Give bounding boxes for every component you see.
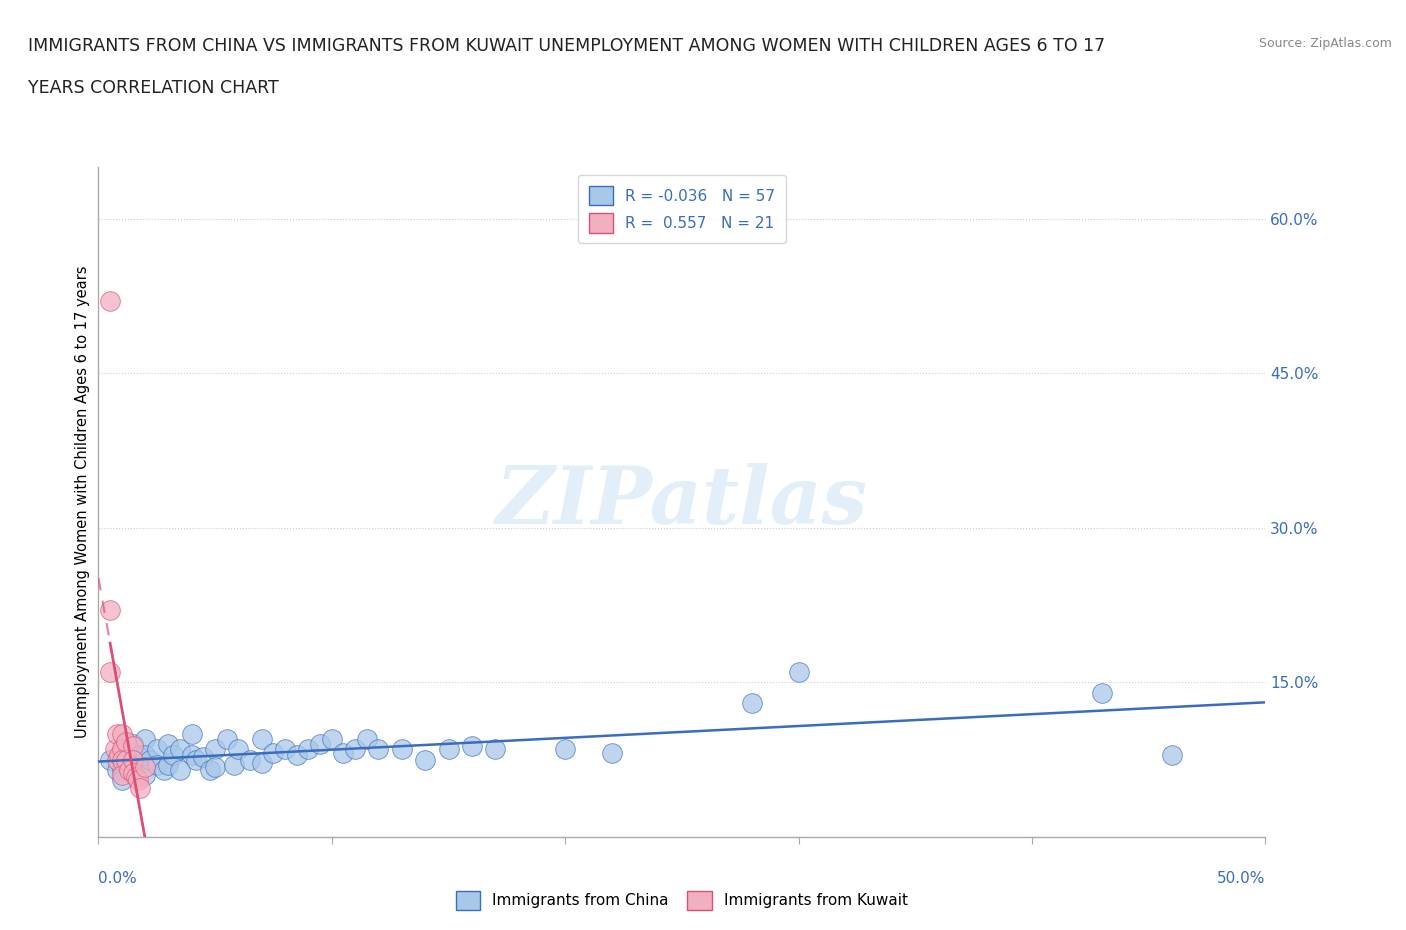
Point (152, 763, 174, 777)
Point (204, 742, 226, 757)
Point (554, 742, 576, 757)
Text: 50.0%: 50.0% (1218, 871, 1265, 886)
Point (98, 603, 121, 618)
Point (122, 737, 145, 751)
Point (111, 742, 134, 757)
Point (122, 763, 145, 777)
Point (111, 768, 134, 783)
Point (111, 752, 134, 767)
Text: IMMIGRANTS FROM CHINA VS IMMIGRANTS FROM KUWAIT UNEMPLOYMENT AMONG WOMEN WITH CH: IMMIGRANTS FROM CHINA VS IMMIGRANTS FROM… (28, 37, 1105, 55)
Point (239, 752, 262, 767)
Point (741, 696, 763, 711)
Point (129, 780, 152, 795)
Point (413, 752, 436, 767)
Text: YEARS CORRELATION CHART: YEARS CORRELATION CHART (28, 79, 278, 97)
Point (122, 752, 145, 767)
Point (98, 294, 121, 309)
Point (222, 757, 245, 772)
Point (180, 726, 202, 741)
Point (134, 760, 156, 775)
Point (600, 745, 623, 760)
Point (105, 763, 128, 777)
Point (111, 773, 134, 788)
Point (157, 737, 180, 751)
Point (157, 757, 180, 772)
Point (139, 752, 162, 767)
Point (105, 726, 128, 741)
Point (180, 747, 202, 762)
Point (98, 665, 121, 680)
Point (391, 742, 413, 757)
Point (250, 732, 273, 747)
Point (367, 742, 389, 757)
Point (297, 742, 319, 757)
Point (200, 763, 222, 777)
Point (215, 732, 238, 747)
Point (122, 765, 145, 780)
Point (98, 752, 121, 767)
Point (134, 747, 156, 762)
Point (122, 752, 145, 767)
Point (146, 757, 169, 772)
Point (461, 739, 484, 754)
Point (204, 760, 226, 775)
Text: ZIPatlas: ZIPatlas (496, 463, 868, 541)
Point (111, 763, 134, 777)
Point (169, 763, 191, 777)
Point (118, 763, 141, 777)
Point (321, 732, 343, 747)
Point (129, 747, 152, 762)
Point (1161, 747, 1184, 762)
Point (262, 745, 284, 760)
Point (108, 747, 131, 762)
Point (162, 747, 184, 762)
Point (250, 755, 273, 770)
Point (285, 747, 308, 762)
Point (787, 665, 810, 680)
Point (356, 732, 378, 747)
Point (105, 752, 128, 767)
Point (127, 773, 149, 788)
Point (1091, 685, 1114, 700)
Text: Source: ZipAtlas.com: Source: ZipAtlas.com (1258, 37, 1392, 50)
Y-axis label: Unemployment Among Women with Children Ages 6 to 17 years: Unemployment Among Women with Children A… (75, 266, 90, 738)
Point (228, 742, 250, 757)
Point (115, 752, 138, 767)
Point (186, 752, 208, 767)
Point (274, 742, 297, 757)
Point (134, 732, 156, 747)
Point (484, 742, 506, 757)
Point (437, 742, 460, 757)
Point (111, 726, 134, 741)
Point (115, 757, 138, 772)
Point (193, 750, 215, 764)
Point (125, 770, 148, 785)
Point (309, 737, 332, 751)
Point (169, 742, 191, 757)
Point (111, 752, 134, 767)
Legend: Immigrants from China, Immigrants from Kuwait: Immigrants from China, Immigrants from K… (450, 884, 914, 916)
Point (122, 739, 145, 754)
Point (115, 735, 138, 750)
Text: 0.0%: 0.0% (98, 871, 138, 886)
Point (134, 768, 156, 783)
Point (332, 745, 354, 760)
Point (104, 742, 127, 757)
Point (344, 742, 367, 757)
Point (111, 742, 134, 757)
Point (146, 742, 169, 757)
